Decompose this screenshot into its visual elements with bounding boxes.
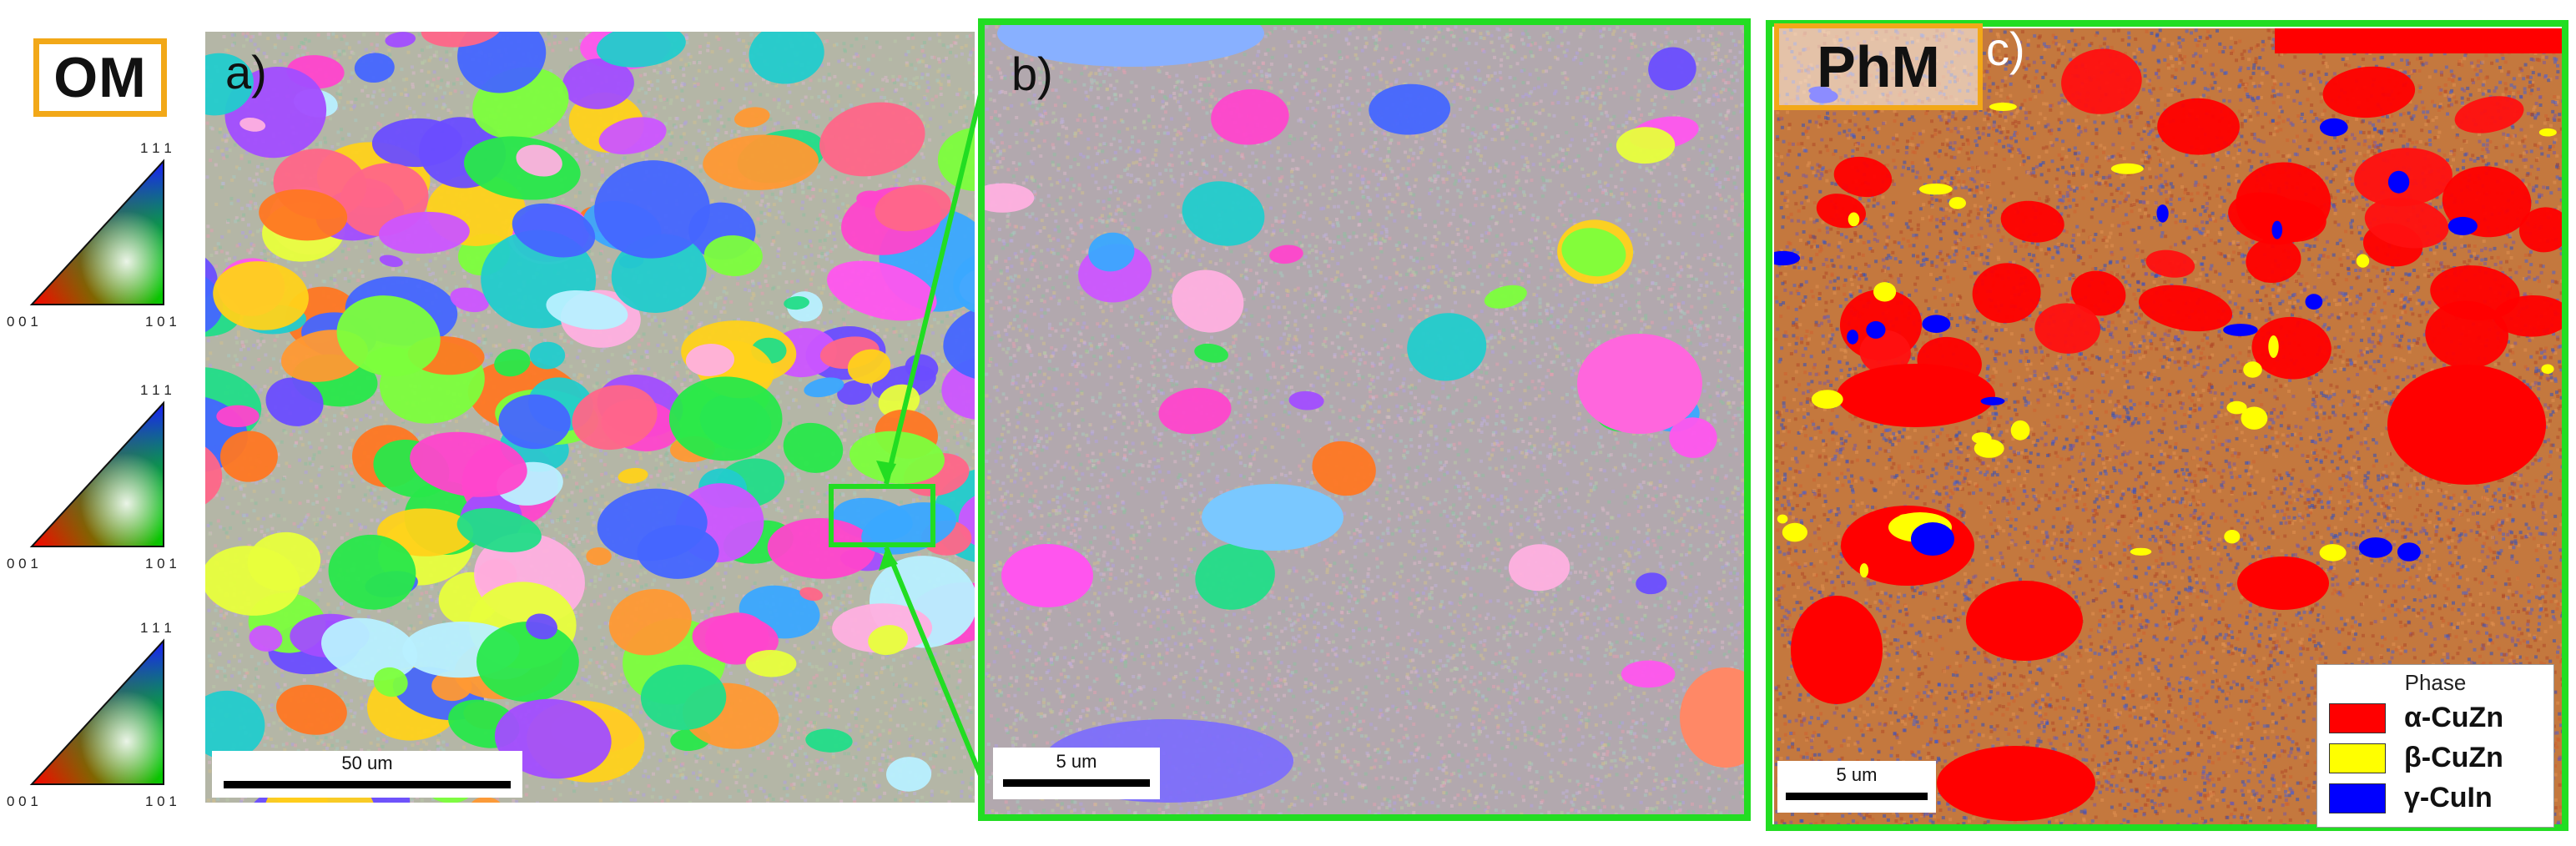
- ipf-label-bottom-right: 1 0 1: [145, 556, 177, 572]
- ipf-label-bottom-left: 0 0 1: [7, 556, 38, 572]
- om-label: OM: [53, 45, 147, 110]
- ipf-label-top: 1 1 1: [140, 140, 172, 156]
- legend-label-alpha: α-CuZn: [2404, 702, 2503, 734]
- panel-a-letter: a): [225, 45, 267, 99]
- scalebar-a-line: [224, 781, 511, 788]
- panel-c-letter: c): [1986, 22, 2025, 76]
- scalebar-b-line: [1003, 779, 1150, 787]
- scalebar-c-label: 5 um: [1777, 764, 1936, 786]
- panel-b-letter: b): [1011, 47, 1053, 101]
- legend-label-beta: β-CuZn: [2404, 742, 2503, 774]
- panel-b-image: [985, 25, 1744, 814]
- legend-swatch-gamma: [2329, 783, 2386, 813]
- ipf-label-bottom-right: 1 0 1: [145, 793, 177, 809]
- ipf-triangle-2: 1 1 1 0 0 1 1 0 1: [7, 380, 190, 588]
- phm-label: PhM: [1817, 33, 1940, 100]
- scalebar-b-label: 5 um: [993, 751, 1160, 773]
- scalebar-a: 50 um: [212, 751, 522, 798]
- legend-swatch-alpha: [2329, 703, 2386, 733]
- scalebar-b: 5 um: [993, 748, 1160, 799]
- scalebar-a-label: 50 um: [212, 753, 522, 774]
- legend-title: Phase: [2317, 670, 2553, 696]
- panel-a-image: [205, 32, 975, 803]
- ipf-label-top: 1 1 1: [140, 620, 172, 636]
- ipf-label-bottom-left: 0 0 1: [7, 314, 38, 330]
- om-badge: OM: [33, 38, 167, 117]
- ipf-label-top: 1 1 1: [140, 382, 172, 398]
- ipf-label-bottom-left: 0 0 1: [7, 793, 38, 809]
- scalebar-c-line: [1786, 793, 1928, 800]
- panel-b-ebsd-map: [985, 25, 1744, 814]
- panel-a-ebsd-map: [205, 32, 975, 803]
- ipf-triangle-1: 1 1 1 0 0 1 1 0 1: [7, 138, 190, 346]
- legend-swatch-beta: [2329, 743, 2386, 773]
- legend-label-gamma: γ-CuIn: [2404, 782, 2493, 814]
- phm-badge: PhM: [1774, 23, 1983, 110]
- scalebar-c: 5 um: [1777, 761, 1936, 813]
- ipf-triangle-3: 1 1 1 0 0 1 1 0 1: [7, 617, 190, 826]
- ipf-label-bottom-right: 1 0 1: [145, 314, 177, 330]
- phase-legend: Phase α-CuZn β-CuZn γ-CuIn: [2316, 664, 2554, 828]
